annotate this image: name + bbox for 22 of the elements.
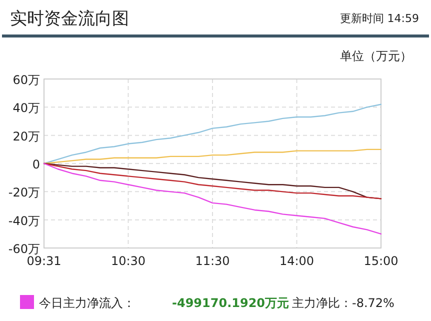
legend-label: 今日主力净流入：	[39, 296, 135, 310]
x-tick-label: 11:30	[195, 254, 230, 268]
text: 单位（万元）	[340, 49, 412, 63]
x-tick-label: 15:00	[364, 254, 398, 268]
text: 更新时间 14:59	[340, 12, 419, 25]
line-series	[43, 104, 382, 164]
line-series	[43, 162, 382, 200]
text: -499170.1920万元	[172, 296, 290, 310]
y-tick-label: -40万	[8, 214, 40, 228]
y-tick-label: -60万	[8, 242, 40, 256]
y-tick-label: 20万	[12, 129, 40, 144]
y-tick-label: 0	[32, 158, 40, 172]
x-tick-label: 09:31	[26, 254, 62, 268]
chart-title: 实时资金流向图	[10, 9, 129, 29]
line-series	[43, 162, 382, 235]
y-tick-label: -20万	[8, 186, 40, 200]
y-tick-label: 40万	[12, 101, 40, 116]
line-series	[43, 148, 382, 164]
y-tick-label: 60万	[12, 73, 40, 87]
x-tick-label: 10:30	[110, 254, 146, 268]
x-tick-label: 14:00	[279, 254, 314, 268]
text: 主力净比：-8.72%	[292, 296, 394, 310]
